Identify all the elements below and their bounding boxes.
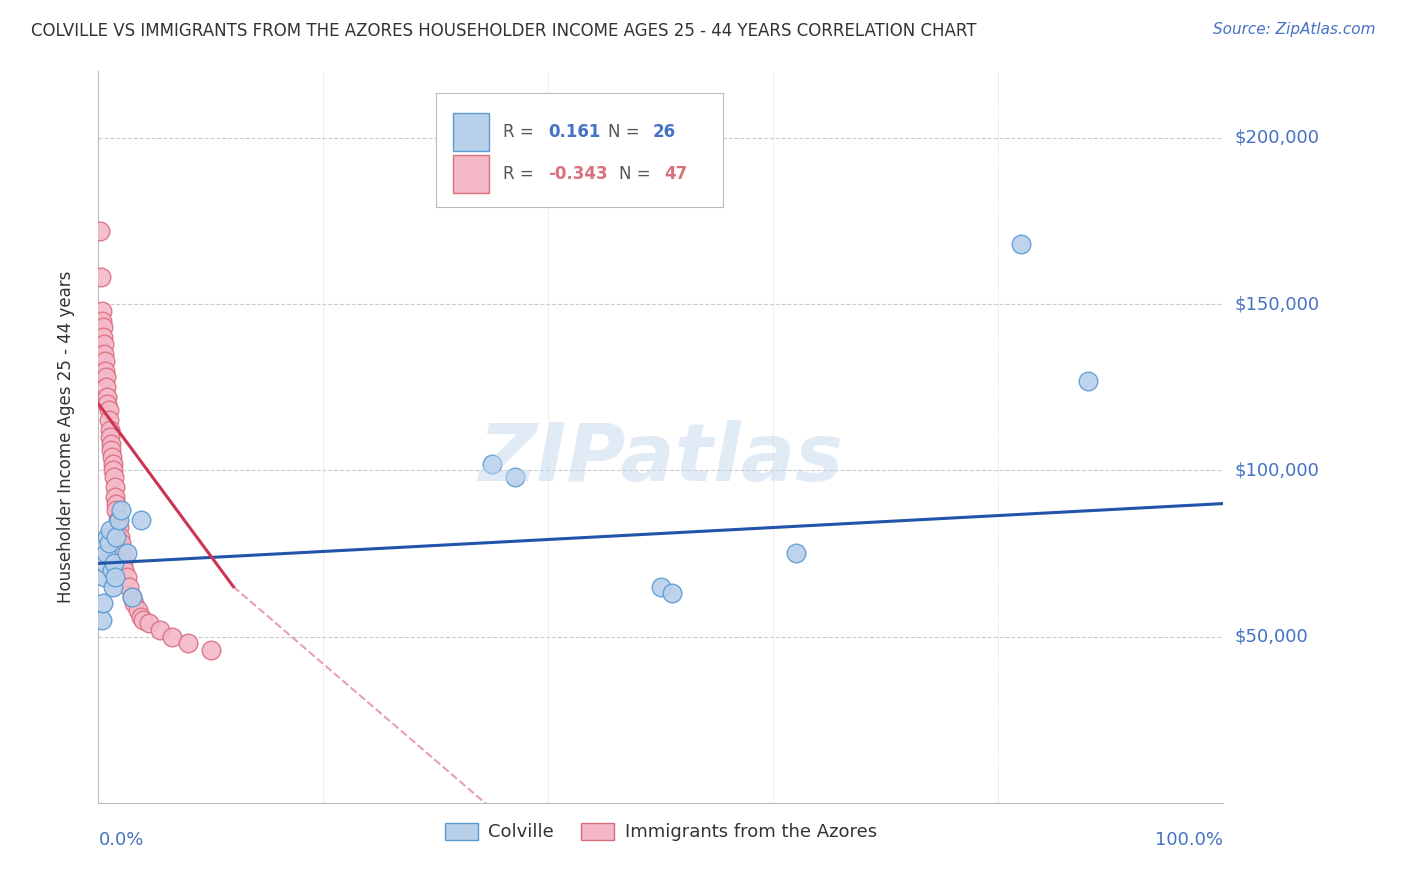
Point	[661, 586, 683, 600]
Point	[90, 314, 112, 328]
Point	[107, 520, 129, 534]
Point	[115, 546, 138, 560]
Point	[90, 613, 112, 627]
Point	[149, 623, 172, 637]
Point	[112, 563, 135, 577]
Point	[121, 590, 143, 604]
Point	[103, 470, 125, 484]
Point	[177, 636, 200, 650]
Text: 47: 47	[664, 165, 688, 183]
Point	[481, 457, 503, 471]
Point	[96, 380, 118, 394]
Point	[97, 413, 120, 427]
Text: R =: R =	[503, 123, 540, 141]
Point	[90, 270, 112, 285]
Point	[110, 503, 132, 517]
Point	[96, 370, 118, 384]
Point	[503, 470, 526, 484]
Point	[96, 390, 118, 404]
Point	[101, 463, 124, 477]
Point	[110, 536, 132, 550]
Point	[115, 570, 138, 584]
Legend: Colville, Immigrants from the Azores: Colville, Immigrants from the Azores	[437, 815, 884, 848]
Point	[104, 480, 127, 494]
Text: N =: N =	[619, 165, 657, 183]
Point	[200, 643, 222, 657]
Text: ZIPatlas: ZIPatlas	[478, 420, 844, 498]
Point	[100, 436, 122, 450]
Text: Source: ZipAtlas.com: Source: ZipAtlas.com	[1212, 22, 1375, 37]
Point	[160, 630, 183, 644]
Text: -0.343: -0.343	[548, 165, 607, 183]
Point	[96, 530, 118, 544]
Point	[93, 570, 115, 584]
Point	[132, 613, 155, 627]
Point	[103, 557, 125, 571]
Point	[91, 330, 114, 344]
Point	[101, 450, 124, 464]
Text: $200,000: $200,000	[1234, 128, 1319, 147]
Point	[105, 530, 128, 544]
FancyBboxPatch shape	[453, 113, 489, 151]
Point	[121, 590, 143, 604]
Point	[124, 596, 146, 610]
Point	[94, 557, 117, 571]
Point	[129, 609, 152, 624]
Point	[785, 546, 807, 560]
Point	[105, 503, 128, 517]
Point	[650, 580, 672, 594]
Point	[127, 603, 149, 617]
Point	[105, 497, 128, 511]
FancyBboxPatch shape	[436, 94, 723, 207]
Point	[98, 430, 121, 444]
Point	[89, 224, 111, 238]
Text: $100,000: $100,000	[1234, 461, 1319, 479]
Point	[101, 563, 124, 577]
Point	[94, 363, 117, 377]
Text: $50,000: $50,000	[1234, 628, 1308, 646]
Point	[111, 546, 134, 560]
Point	[96, 397, 118, 411]
Point	[90, 303, 112, 318]
Point	[108, 530, 131, 544]
Text: $150,000: $150,000	[1234, 295, 1319, 313]
Point	[98, 424, 121, 438]
Point	[129, 513, 152, 527]
Point	[101, 580, 124, 594]
Point	[97, 536, 120, 550]
Point	[138, 616, 160, 631]
Point	[96, 546, 118, 560]
Point	[97, 403, 120, 417]
Text: 100.0%: 100.0%	[1156, 830, 1223, 848]
Point	[100, 443, 122, 458]
Point	[107, 513, 129, 527]
Point	[1077, 374, 1099, 388]
Point	[91, 596, 114, 610]
Point	[98, 523, 121, 537]
Point	[104, 570, 127, 584]
Point	[94, 353, 117, 368]
Point	[93, 337, 115, 351]
FancyBboxPatch shape	[453, 154, 489, 193]
Text: 0.0%: 0.0%	[98, 830, 143, 848]
Point	[112, 557, 135, 571]
Text: R =: R =	[503, 165, 540, 183]
Text: 26: 26	[652, 123, 676, 141]
Point	[93, 347, 115, 361]
Point	[101, 457, 124, 471]
Text: COLVILLE VS IMMIGRANTS FROM THE AZORES HOUSEHOLDER INCOME AGES 25 - 44 YEARS COR: COLVILLE VS IMMIGRANTS FROM THE AZORES H…	[31, 22, 976, 40]
Point	[118, 580, 141, 594]
Point	[107, 513, 129, 527]
Text: 0.161: 0.161	[548, 123, 600, 141]
Point	[1010, 237, 1032, 252]
Point	[91, 320, 114, 334]
Text: N =: N =	[607, 123, 645, 141]
Point	[104, 490, 127, 504]
Y-axis label: Householder Income Ages 25 - 44 years: Householder Income Ages 25 - 44 years	[56, 271, 75, 603]
